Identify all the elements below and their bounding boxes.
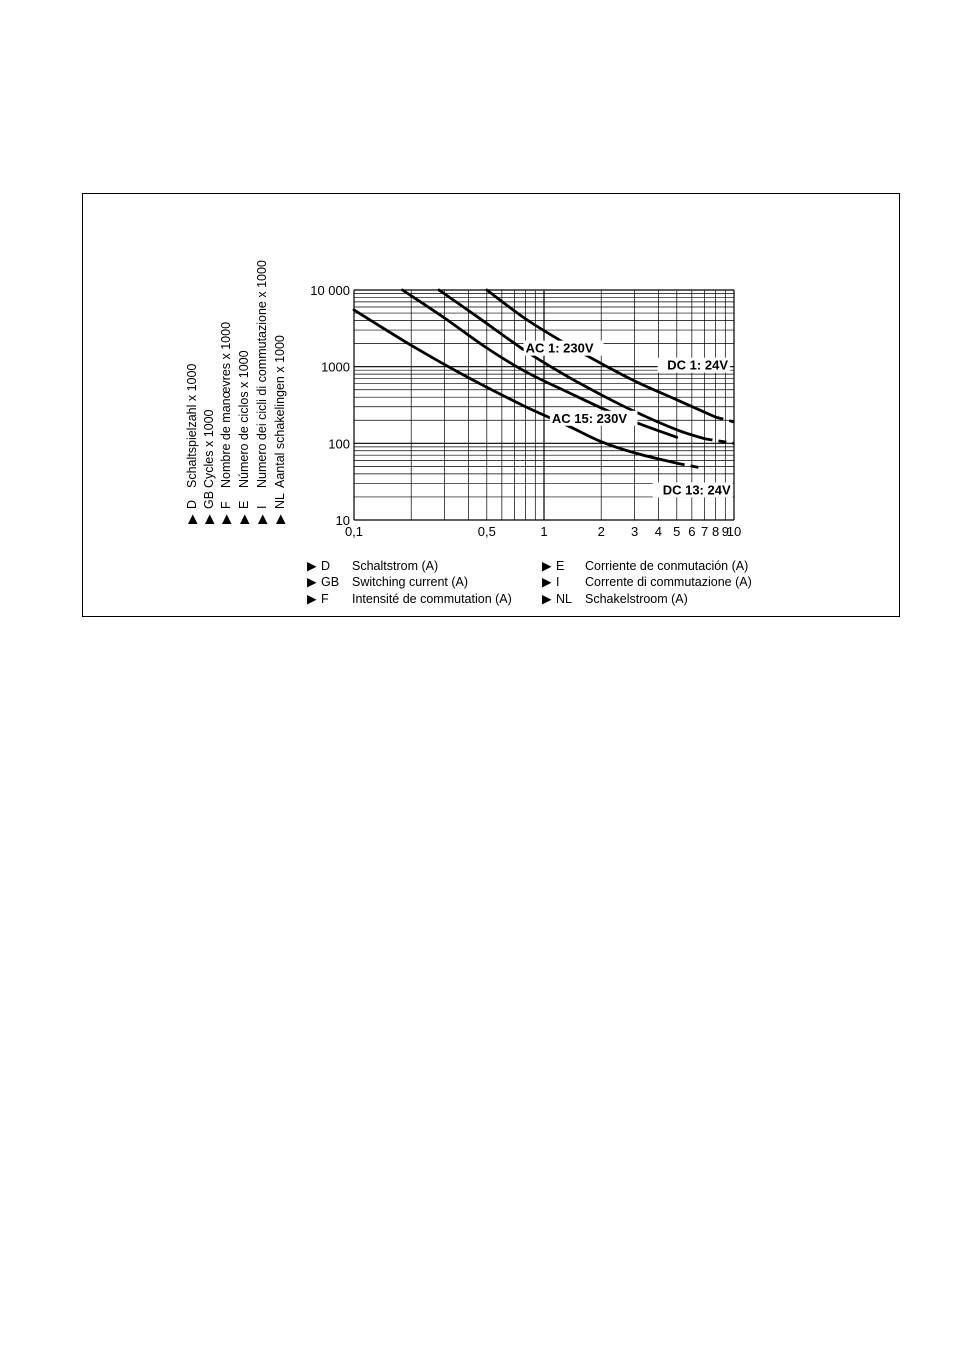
language-code: D: [185, 500, 199, 509]
series-line: [485, 288, 717, 419]
series-label-background: [657, 357, 731, 373]
triangle-marker-icon: ▶: [237, 514, 251, 524]
y-axis-title-line: ▶ E Número de ciclos x 1000: [237, 350, 251, 524]
series-line: [352, 308, 679, 465]
triangle-marker-icon: ▶: [307, 575, 317, 589]
x-tick-label: 5: [673, 524, 680, 539]
x-tick-label: 10: [727, 524, 741, 539]
x-tick-label: 4: [655, 524, 662, 539]
y-axis-title-line: ▶ D Schaltspielzahl x 1000: [185, 364, 199, 524]
x-axis-title-text: Switching current (A): [352, 575, 468, 589]
x-tick-label: 3: [631, 524, 638, 539]
series-label: DC 1: 24V: [667, 358, 728, 373]
language-code: I: [255, 506, 269, 509]
y-axis-title-text: Nombre de manœvres x 1000: [219, 322, 233, 488]
y-axis-title-text: Numero dei cicli di commutazione x 1000: [255, 260, 269, 488]
y-axis-title-text: Aantal schakelingen x 1000: [273, 335, 287, 488]
y-axis-title-line: ▶ GB Cycles x 1000: [202, 409, 216, 524]
x-tick-label: 2: [598, 524, 605, 539]
series-label: AC 15: 230V: [552, 411, 627, 426]
x-axis-title-text: Corrente di commutazione (A): [585, 575, 752, 589]
triangle-marker-icon: ▶: [185, 514, 199, 524]
x-tick-label: 6: [688, 524, 695, 539]
x-tick-label: 0,5: [478, 524, 496, 539]
language-code: E: [556, 559, 564, 573]
triangle-marker-icon: ▶: [542, 559, 552, 573]
triangle-marker-icon: ▶: [542, 592, 552, 606]
y-axis-title-text: Schaltspielzahl x 1000: [185, 364, 199, 488]
series-label-background: [523, 340, 604, 356]
figure-frame: 0,1 0,5 1 2 3 4 5 6 7 8 9 10 10 100 1000 10 000 AC 1: 23…: [82, 193, 900, 617]
y-tick-label: 10 000: [310, 283, 350, 298]
x-axis-title-text: Schakelstroom (A): [585, 592, 688, 606]
language-code: E: [237, 501, 251, 509]
y-axis-title-text: Número de ciclos x 1000: [237, 350, 251, 488]
triangle-marker-icon: ▶: [255, 514, 269, 524]
triangle-marker-icon: ▶: [219, 514, 233, 524]
language-code: NL: [556, 592, 572, 606]
series-label: AC 1: 230V: [526, 341, 594, 356]
series-label-background: [549, 410, 638, 426]
triangle-marker-icon: ▶: [202, 514, 216, 524]
language-code: F: [219, 501, 233, 509]
y-tick-label: 10: [336, 513, 350, 528]
triangle-marker-icon: ▶: [307, 592, 317, 606]
x-tick-label: 7: [701, 524, 708, 539]
x-axis-title-text: Schaltstrom (A): [352, 559, 438, 573]
language-code: NL: [273, 493, 287, 509]
x-axis-title-block: ▶ D Schaltstrom (A) ▶ GB Switching current (A…: [307, 559, 752, 606]
series-line: [437, 288, 706, 441]
y-axis-title-line: ▶ NL Aantal schakelingen x 1000: [273, 335, 287, 524]
language-code: I: [556, 575, 559, 589]
y-axis-title-line: ▶ I Numero dei cicli di commutazione x 100…: [255, 260, 269, 524]
y-tick-label: 1000: [321, 360, 350, 375]
series-line-dashed: [676, 461, 705, 470]
language-code: D: [321, 559, 330, 573]
language-code: F: [321, 592, 329, 606]
x-axis-title-text: Corriente de conmutación (A): [585, 559, 748, 573]
series-label-background: [652, 482, 733, 498]
triangle-marker-icon: ▶: [307, 559, 317, 573]
x-axis-title-text: Intensité de commutation (A): [352, 592, 512, 606]
x-tick-label: 0,1: [345, 524, 363, 539]
x-tick-label: 8: [712, 524, 719, 539]
triangle-marker-icon: ▶: [542, 575, 552, 589]
series-line-dashed: [715, 415, 735, 424]
y-axis-title-line: ▶ F Nombre de manœvres x 1000: [219, 322, 233, 524]
language-code: GB: [202, 491, 216, 509]
x-tick-label: 1: [540, 524, 547, 539]
series-label: DC 13: 24V: [663, 482, 731, 497]
triangle-marker-icon: ▶: [273, 514, 287, 524]
language-code: GB: [321, 575, 339, 589]
x-tick-label: 9: [722, 524, 729, 539]
y-tick-label: 100: [328, 436, 350, 451]
series-line-dashed: [704, 437, 735, 445]
y-axis-title-text: Cycles x 1000: [202, 409, 216, 488]
